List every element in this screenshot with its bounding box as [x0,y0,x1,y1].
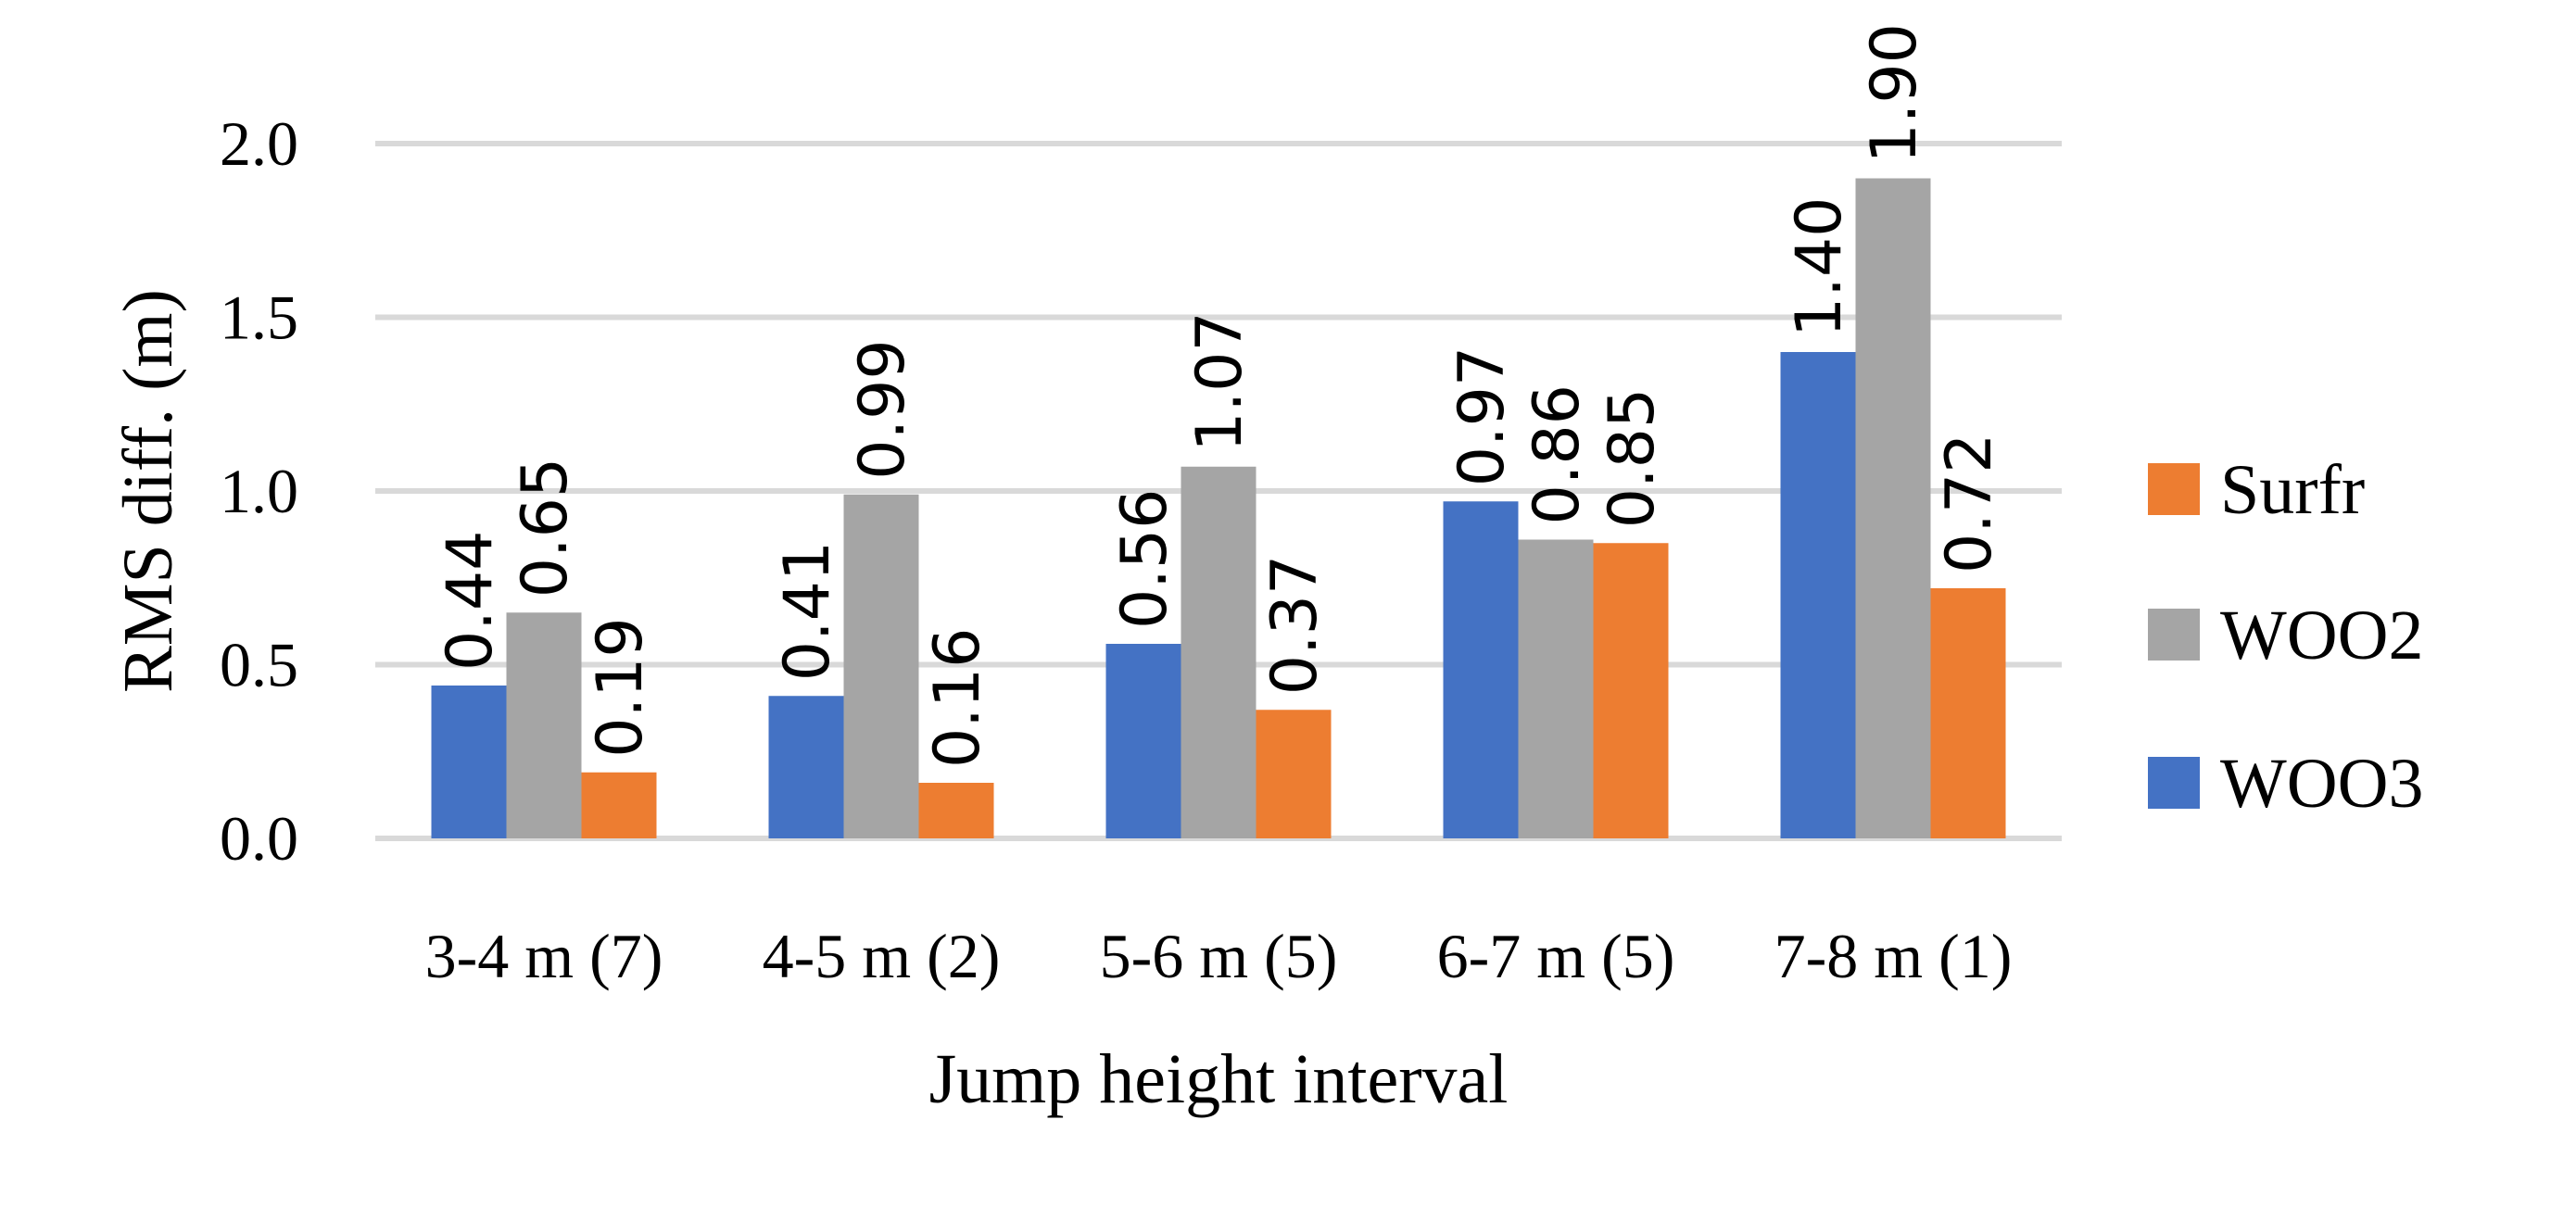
bar-woo3 [1105,644,1181,838]
data-label: 0.99 [846,339,919,479]
legend-label-woo3: WOO3 [2220,745,2424,823]
legend-swatch-woo2 [2148,609,2200,661]
bar-woo3 [768,696,844,838]
x-tick-label: 7-8 m (1) [1774,921,2013,991]
bar-surfr [1593,543,1669,838]
data-labels: 0.440.650.19 0.410.99 0.16 0.561.07 0.37 0.97… [434,23,2006,768]
data-label: 1.90 [1858,23,1931,163]
y-axis-title: RMS diff. (m) [109,289,187,693]
x-tick-label: 3-4 m (7) [425,921,663,991]
bar-woo3 [1780,352,1856,838]
bar-woo2 [1518,539,1594,838]
data-label: 0.41 [771,541,844,681]
legend-swatch-surfr [2148,463,2200,515]
bar-surfr [918,783,994,838]
bar-woo2 [506,612,582,838]
data-label: 0.65 [509,458,582,598]
y-tick-label: 0.5 [220,630,298,700]
legend-swatch-woo3 [2148,757,2200,809]
x-tick-label: 4-5 m (2) [763,921,1001,991]
data-label: 0.72 [1933,434,2006,573]
data-label: 0.37 [1258,555,1332,695]
data-label: 0.44 [434,531,507,671]
y-tick-label: 0.0 [220,803,298,874]
data-label: 0.56 [1108,489,1181,629]
x-axis-title: Jump height interval [929,1040,1509,1118]
bar-woo3 [431,686,507,838]
legend-label-surfr: Surfr [2220,451,2365,529]
data-label: 0.86 [1521,384,1594,524]
data-label: 0.16 [921,628,994,768]
bar-woo3 [1443,501,1519,838]
x-tick-label: 5-6 m (5) [1100,921,1338,991]
y-tick-label: 1.0 [220,456,298,526]
x-tick-label: 6-7 m (5) [1437,921,1675,991]
bar-woo2 [843,494,919,838]
data-label: 0.97 [1446,346,1519,486]
bar-surfr [1930,588,2006,838]
data-label: 1.40 [1783,197,1856,337]
bar-woo2 [1855,178,1931,838]
bar-surfr [581,772,657,838]
legend: Surfr WOO2 WOO3 [2148,451,2424,823]
bar-woo2 [1181,466,1256,838]
y-tick-label: 1.5 [220,283,298,353]
bars [431,178,2006,838]
data-label: 0.85 [1596,388,1669,528]
data-label: 0.19 [584,617,657,757]
legend-label-woo2: WOO2 [2220,597,2424,674]
x-axis-ticks: 3-4 m (7) 4-5 m (2) 5-6 m (5) 6-7 m (5) 7-8 … [425,921,2013,991]
y-axis-ticks: 0.0 0.5 1.0 1.5 2.0 [220,108,298,874]
data-label: 1.07 [1183,311,1256,451]
bar-surfr [1256,710,1332,838]
y-tick-label: 2.0 [220,108,298,179]
